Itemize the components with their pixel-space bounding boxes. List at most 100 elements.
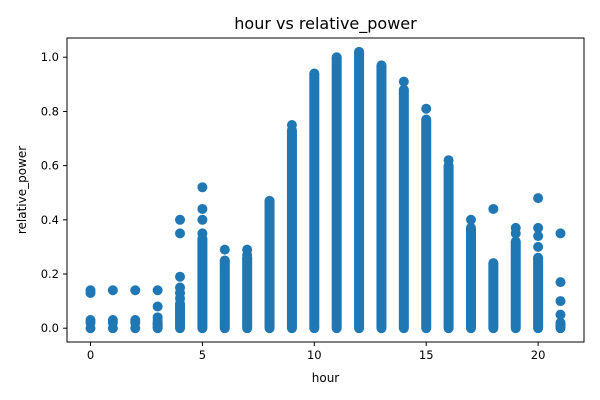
y-axis-label: relative_power bbox=[15, 146, 29, 234]
data-point-31 bbox=[197, 203, 208, 214]
data-point-49 bbox=[354, 46, 365, 57]
data-point-40 bbox=[264, 195, 275, 206]
data-points bbox=[85, 46, 566, 334]
data-point-46 bbox=[309, 323, 320, 334]
y-tick-label: 1.0 bbox=[41, 50, 59, 64]
x-axis: 0 5 10 15 20 bbox=[87, 342, 545, 362]
data-point-cluster-16 bbox=[443, 165, 454, 329]
data-point-39 bbox=[242, 244, 253, 255]
data-point-cluster-5 bbox=[197, 238, 208, 329]
data-point-69 bbox=[510, 323, 521, 334]
data-point-61 bbox=[443, 155, 454, 166]
data-point-20 bbox=[175, 323, 186, 334]
data-point-75 bbox=[533, 231, 544, 242]
data-point-57 bbox=[421, 323, 432, 334]
data-point-74 bbox=[533, 241, 544, 252]
data-point-37 bbox=[242, 323, 253, 334]
data-point-cluster-10 bbox=[309, 73, 320, 329]
data-point-33 bbox=[219, 255, 230, 266]
data-point-24 bbox=[175, 271, 186, 282]
data-point-26 bbox=[175, 214, 186, 225]
y-tick-label: 0.6 bbox=[41, 159, 59, 173]
data-point-2 bbox=[85, 315, 96, 326]
data-point-32 bbox=[197, 182, 208, 193]
data-point-34 bbox=[219, 323, 230, 334]
data-point-48 bbox=[331, 323, 342, 334]
data-point-80 bbox=[555, 309, 566, 320]
data-point-cluster-19 bbox=[510, 241, 521, 329]
data-point-77 bbox=[533, 193, 544, 204]
data-point-66 bbox=[488, 323, 499, 334]
data-point-cluster-4 bbox=[175, 303, 186, 329]
data-point-cluster-14 bbox=[398, 89, 409, 329]
data-point-79 bbox=[555, 323, 566, 334]
data-point-35 bbox=[219, 244, 230, 255]
data-point-62 bbox=[465, 222, 476, 233]
data-point-54 bbox=[398, 323, 409, 334]
data-point-4 bbox=[85, 285, 96, 296]
data-point-45 bbox=[309, 68, 320, 79]
data-point-53 bbox=[398, 84, 409, 95]
data-point-cluster-12 bbox=[354, 51, 365, 329]
x-tick-label: 15 bbox=[419, 348, 434, 362]
data-point-25 bbox=[175, 228, 186, 239]
data-point-63 bbox=[465, 323, 476, 334]
data-point-64 bbox=[465, 214, 476, 225]
data-point-81 bbox=[555, 296, 566, 307]
data-point-cluster-15 bbox=[421, 119, 432, 329]
y-axis: 0.0 0.2 0.4 0.6 0.8 1.0 bbox=[41, 50, 67, 335]
x-tick-label: 10 bbox=[307, 348, 322, 362]
data-point-65 bbox=[488, 258, 499, 269]
plot-frame bbox=[66, 37, 585, 343]
x-axis-label: hour bbox=[312, 371, 340, 385]
data-point-76 bbox=[533, 222, 544, 233]
data-point-cluster-6 bbox=[219, 260, 230, 329]
data-point-71 bbox=[510, 222, 521, 233]
data-point-43 bbox=[286, 323, 297, 334]
data-point-17 bbox=[152, 301, 163, 312]
data-point-72 bbox=[533, 252, 544, 263]
data-point-67 bbox=[488, 203, 499, 214]
data-point-cluster-20 bbox=[533, 257, 544, 329]
x-tick-label: 0 bbox=[87, 348, 94, 362]
data-point-cluster-17 bbox=[465, 227, 476, 329]
data-point-cluster-18 bbox=[488, 263, 499, 329]
y-tick-label: 0.4 bbox=[41, 213, 59, 227]
data-point-51 bbox=[376, 60, 387, 71]
y-tick-label: 0.8 bbox=[41, 104, 59, 118]
data-point-47 bbox=[331, 52, 342, 63]
data-point-41 bbox=[264, 323, 275, 334]
data-point-50 bbox=[354, 323, 365, 334]
data-point-11 bbox=[130, 315, 141, 326]
data-point-14 bbox=[152, 323, 163, 334]
data-point-68 bbox=[510, 236, 521, 247]
data-point-18 bbox=[152, 285, 163, 296]
data-point-7 bbox=[107, 315, 118, 326]
y-tick-label: 0.0 bbox=[41, 321, 59, 335]
y-tick-label: 0.2 bbox=[41, 267, 59, 281]
data-point-29 bbox=[197, 228, 208, 239]
data-point-58 bbox=[421, 103, 432, 114]
data-point-16 bbox=[152, 312, 163, 323]
data-point-55 bbox=[398, 76, 409, 87]
data-point-44 bbox=[286, 119, 297, 130]
data-point-52 bbox=[376, 323, 387, 334]
data-point-cluster-11 bbox=[331, 57, 342, 329]
data-point-60 bbox=[443, 323, 454, 334]
data-point-8 bbox=[107, 285, 118, 296]
data-point-cluster-9 bbox=[286, 130, 297, 329]
data-point-82 bbox=[555, 277, 566, 288]
data-point-28 bbox=[197, 323, 208, 334]
data-point-30 bbox=[197, 214, 208, 225]
data-point-73 bbox=[533, 323, 544, 334]
data-point-12 bbox=[130, 285, 141, 296]
data-point-cluster-8 bbox=[264, 200, 275, 329]
chart-title: hour vs relative_power bbox=[234, 14, 417, 34]
data-point-cluster-7 bbox=[242, 257, 253, 329]
x-tick-label: 5 bbox=[199, 348, 206, 362]
data-point-56 bbox=[421, 114, 432, 125]
data-point-83 bbox=[555, 228, 566, 239]
data-point-23 bbox=[175, 282, 186, 293]
data-point-cluster-13 bbox=[376, 65, 387, 329]
